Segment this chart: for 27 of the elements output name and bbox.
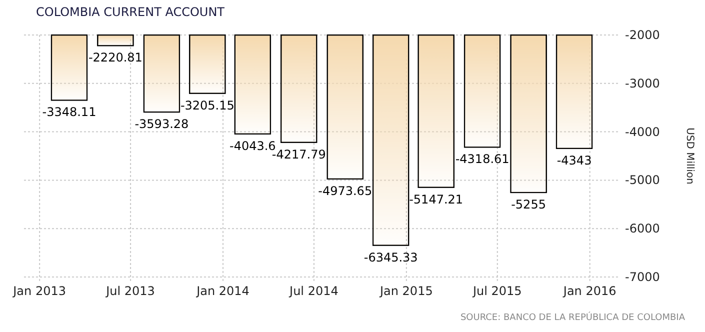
data-label: -4343 xyxy=(556,153,592,168)
y-tick-label: -7000 xyxy=(625,270,660,284)
x-tick-label: Jan 2013 xyxy=(12,284,66,298)
x-tick-label: Jan 2015 xyxy=(378,284,433,298)
data-label: -3205.15 xyxy=(180,98,234,112)
y-tick-label: -6000 xyxy=(625,222,660,236)
y-tick-label: -3000 xyxy=(625,76,660,90)
data-label: -4043.6 xyxy=(229,138,276,153)
y-tick-label: -4000 xyxy=(625,124,660,139)
data-label: -2220.81 xyxy=(88,50,142,65)
data-label: -4318.61 xyxy=(455,152,510,166)
x-tick-label: Jul 2015 xyxy=(472,284,522,298)
y-axis-title: USD Million xyxy=(684,128,695,184)
data-label: -5147.21 xyxy=(409,192,464,206)
source-note: SOURCE: BANCO DE LA REPÚBLICA DE COLOMBIA xyxy=(460,311,686,323)
x-tick-label: Jul 2014 xyxy=(288,284,338,298)
data-label: -5255 xyxy=(511,198,546,212)
x-tick-label: Jan 2016 xyxy=(562,284,616,298)
data-label: -6345.33 xyxy=(364,250,418,264)
x-tick-label: Jan 2014 xyxy=(196,284,250,298)
chart-title: COLOMBIA CURRENT ACCOUNT xyxy=(36,5,226,19)
data-label: -3348.11 xyxy=(42,105,96,120)
data-label: -3593.28 xyxy=(134,117,189,132)
x-tick-label: Jul 2013 xyxy=(105,284,155,298)
data-label: -4973.65 xyxy=(318,184,372,198)
y-tick-label: -2000 xyxy=(625,28,660,42)
y-tick-label: -5000 xyxy=(625,173,660,188)
